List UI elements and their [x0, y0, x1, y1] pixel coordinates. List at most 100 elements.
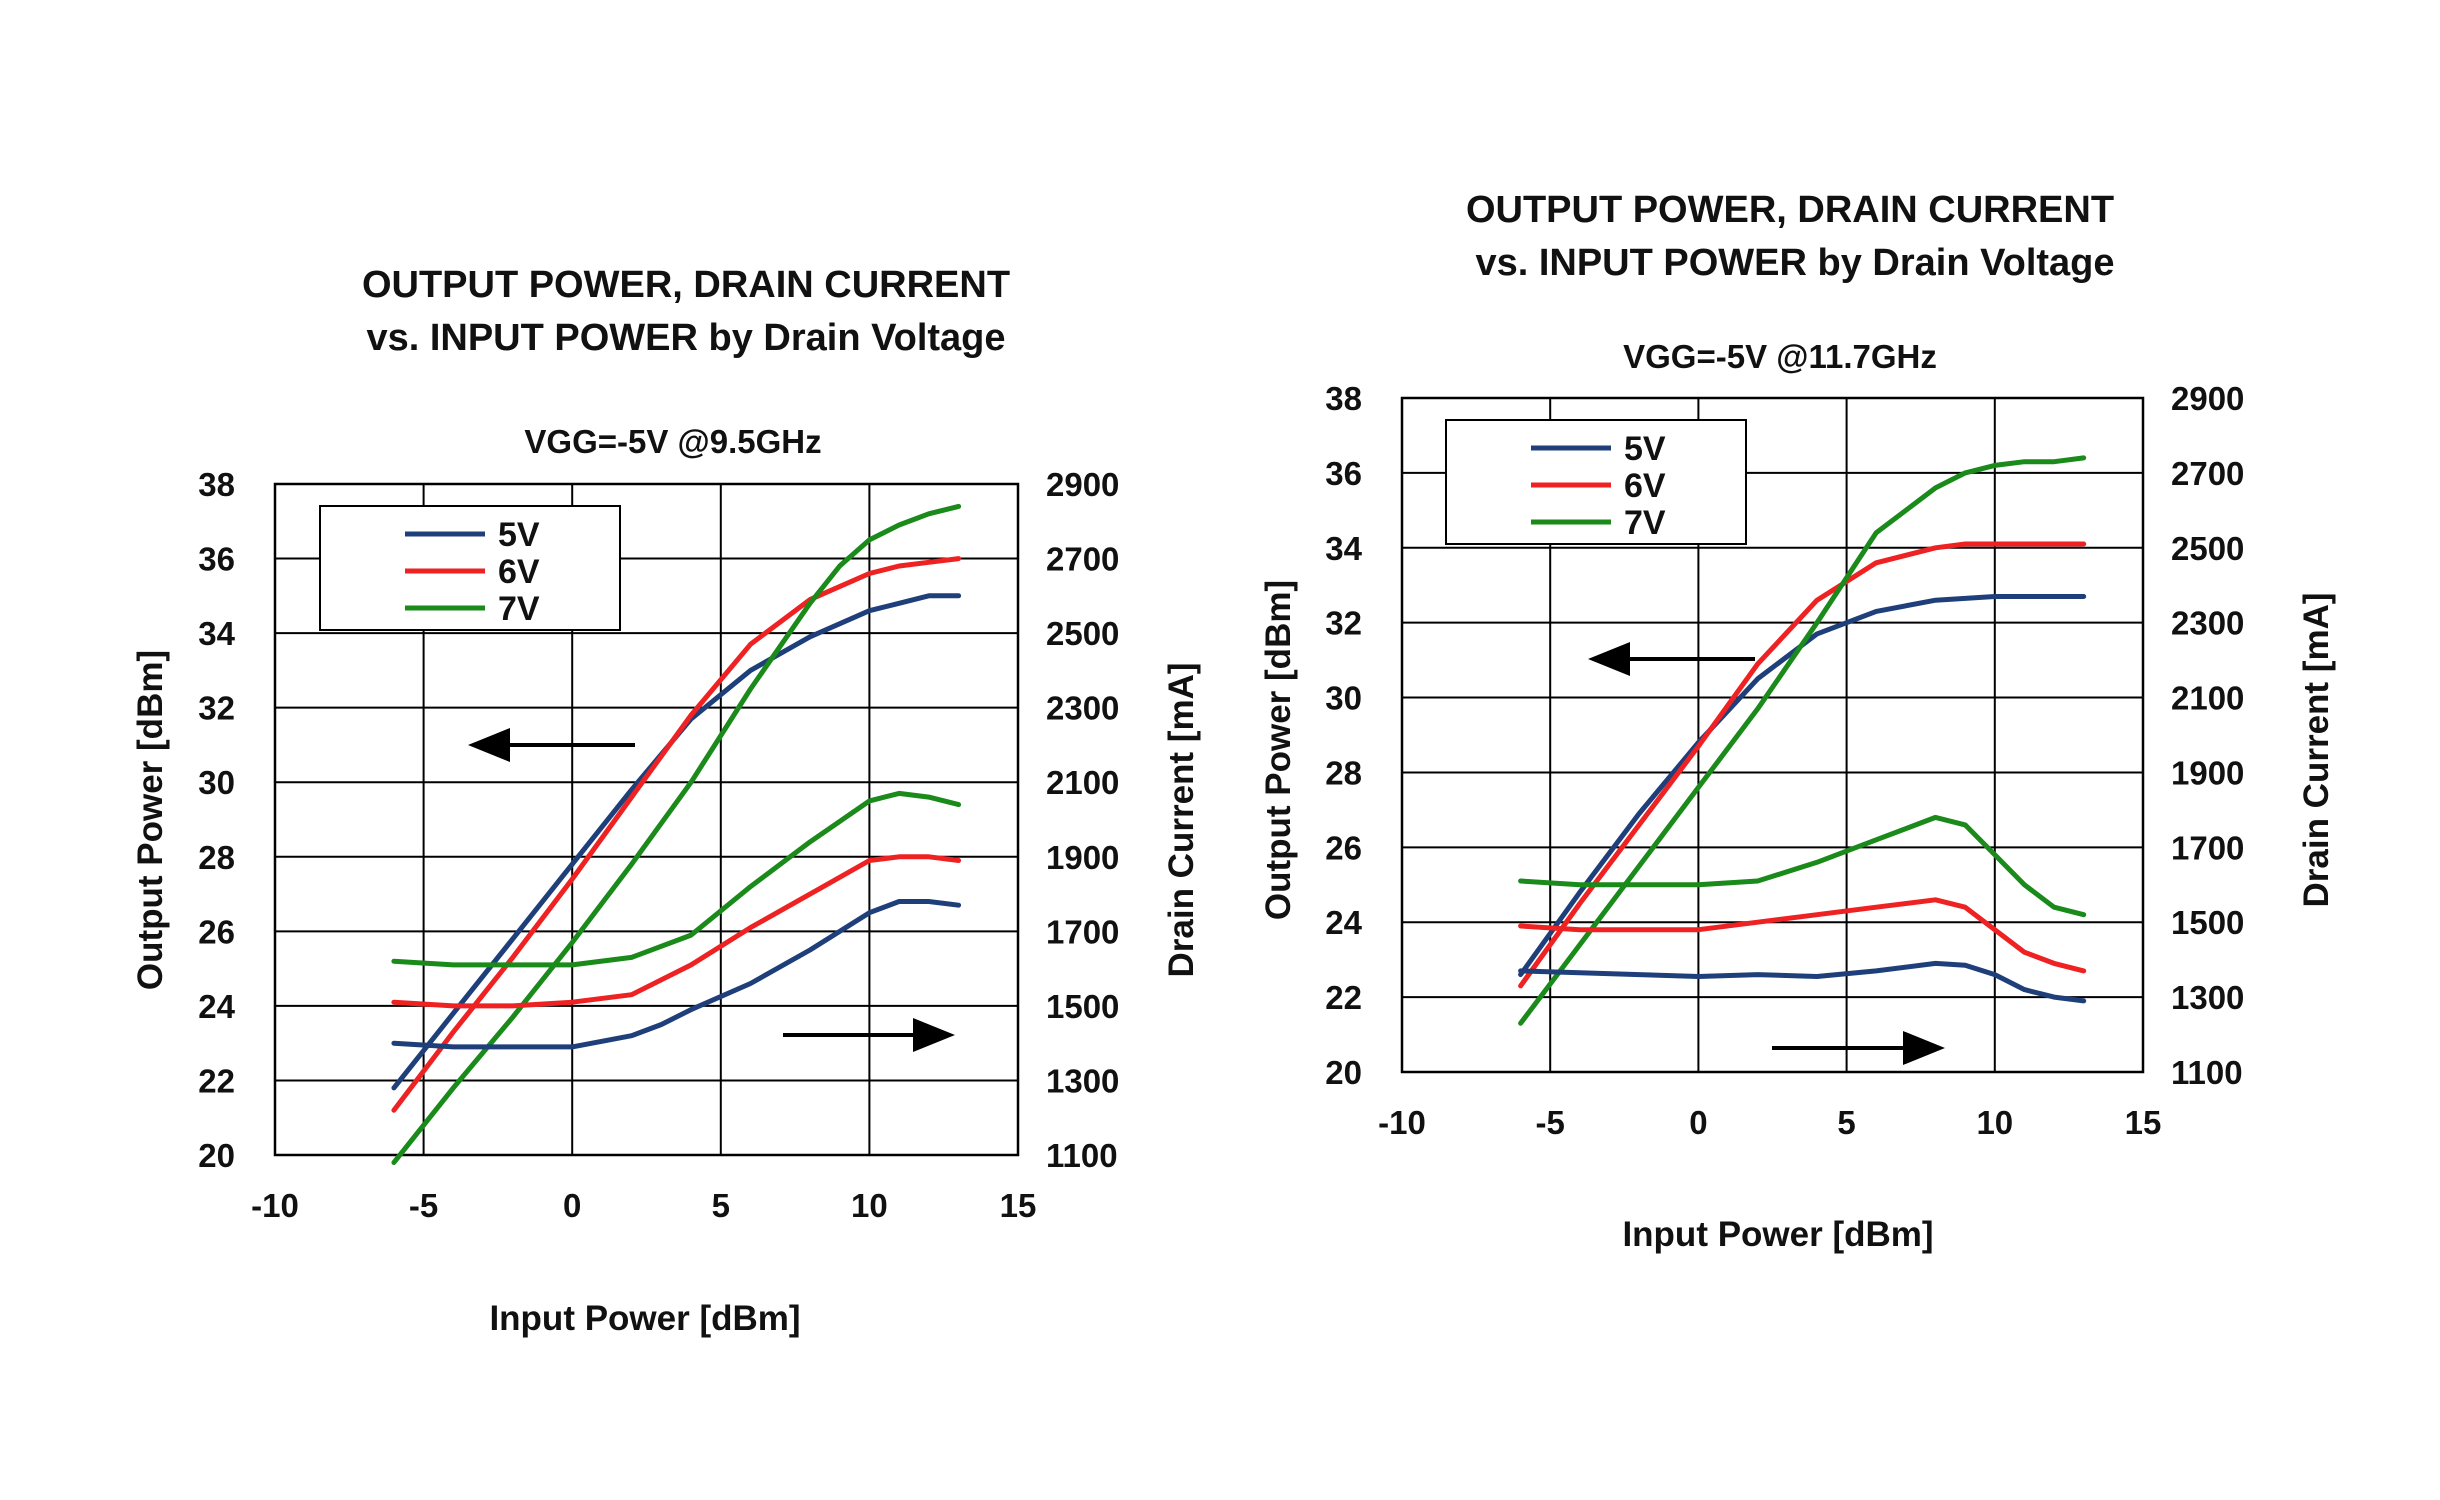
y2-tick-label: 1100	[1046, 1137, 1118, 1174]
arrow-head	[468, 728, 510, 762]
y2-tick-label: 2100	[2171, 680, 2244, 717]
x-tick-label: -10	[1378, 1104, 1426, 1141]
legend-label: 5V	[498, 516, 540, 554]
y2-tick-label: 1900	[1046, 839, 1119, 876]
legend-box	[319, 505, 621, 631]
series-line-6v-power	[1518, 541, 2087, 989]
series-line-6v-power	[391, 556, 962, 1113]
arrow-head	[913, 1018, 955, 1052]
y-tick-label: 38	[198, 466, 235, 503]
x-tick-label: 5	[712, 1187, 730, 1224]
y2-tick-label: 2100	[1046, 764, 1119, 801]
series-line-5v-current	[1518, 960, 2087, 1004]
series-line-7v-power	[391, 503, 962, 1165]
y-tick-label: 30	[1325, 680, 1362, 717]
legend-label: 6V	[498, 553, 540, 591]
y-tick-label: 36	[1325, 455, 1362, 492]
y-tick-label: 26	[198, 913, 235, 950]
legend-label: 6V	[1624, 467, 1666, 505]
y2-tick-label: 2300	[2171, 605, 2244, 642]
chart-right: OUTPUT POWER, DRAIN CURRENT vs. INPUT PO…	[1259, 189, 2336, 1254]
y-tick-label: 38	[1325, 380, 1362, 417]
arrow-head	[1903, 1031, 1945, 1065]
y2-tick-label: 2700	[2171, 455, 2244, 492]
x-axis-label: Input Power [dBm]	[1622, 1215, 1933, 1254]
arrow-right-icon	[1772, 1031, 1945, 1065]
y2-tick-label: 1100	[2171, 1054, 2243, 1091]
x-tick-label: 5	[1837, 1104, 1855, 1141]
chart-title: OUTPUT POWER, DRAIN CURRENT	[1466, 189, 2114, 231]
arrow-head	[1588, 642, 1630, 676]
x-tick-label: 10	[1976, 1104, 2013, 1141]
y-tick-label: 32	[198, 690, 235, 727]
y-axis-label: Output Power [dBm]	[131, 650, 170, 990]
x-tick-label: 15	[1000, 1187, 1037, 1224]
legend-label: 7V	[1624, 504, 1666, 542]
series-line-7v-power	[1518, 455, 2087, 1026]
series-line-5v-power	[1518, 594, 2087, 978]
y2-tick-label: 1300	[2171, 979, 2244, 1016]
y-tick-label: 22	[1325, 979, 1362, 1016]
plot-frame	[273, 482, 1020, 1157]
chart-title: OUTPUT POWER, DRAIN CURRENT	[362, 264, 1010, 306]
series-line-5v-power	[391, 593, 962, 1091]
y-tick-label: 34	[1325, 530, 1362, 567]
series-line-7v-current	[1518, 814, 2087, 918]
series-line-7v-current	[391, 790, 962, 968]
y-tick-label: 30	[198, 764, 235, 801]
x-tick-label: -10	[251, 1187, 299, 1224]
y2-tick-label: 1300	[1046, 1062, 1119, 1099]
y2-tick-label: 2700	[1046, 541, 1119, 578]
y-tick-label: 28	[1325, 754, 1362, 791]
grid	[1401, 397, 2144, 1073]
plot-frame	[1400, 396, 2145, 1074]
x-tick-label: 15	[2125, 1104, 2162, 1141]
y2-tick-label: 2900	[2171, 380, 2244, 417]
series-line-6v-current	[391, 854, 962, 1009]
legend-label: 7V	[498, 590, 540, 628]
y2-tick-label: 1500	[2171, 904, 2244, 941]
y-tick-label: 24	[198, 988, 235, 1025]
y-tick-label: 24	[1325, 904, 1362, 941]
arrow-right-icon	[783, 1018, 955, 1052]
y-tick-label: 26	[1325, 829, 1362, 866]
x-tick-label: 10	[851, 1187, 888, 1224]
chart-condition: VGG=-5V @11.7GHz	[1623, 338, 1937, 375]
y-tick-label: 36	[198, 541, 235, 578]
x-tick-label: -5	[1536, 1104, 1565, 1141]
arrow-left-icon	[1588, 642, 1755, 676]
arrow-left-icon	[468, 728, 635, 762]
series-line-5v-current	[391, 899, 962, 1050]
y2-axis-label: Drain Current [mA]	[1162, 662, 1201, 977]
x-axis-label: Input Power [dBm]	[489, 1299, 800, 1338]
y2-tick-label: 1900	[2171, 754, 2244, 791]
y-tick-label: 34	[198, 615, 235, 652]
chart-condition: VGG=-5V @9.5GHz	[524, 423, 821, 460]
y-tick-label: 32	[1325, 605, 1362, 642]
chart-subtitle: vs. INPUT POWER by Drain Voltage	[366, 317, 1005, 359]
legend-box	[1445, 419, 1747, 545]
chart-subtitle: vs. INPUT POWER by Drain Voltage	[1475, 242, 2114, 284]
x-tick-label: 0	[1689, 1104, 1707, 1141]
series-line-6v-current	[1518, 897, 2087, 974]
legend-label: 5V	[1624, 430, 1666, 468]
y-axis-label: Output Power [dBm]	[1259, 580, 1298, 920]
y-tick-label: 20	[1325, 1054, 1362, 1091]
y-tick-label: 20	[198, 1137, 235, 1174]
y2-axis-label: Drain Current [mA]	[2297, 592, 2336, 907]
y2-tick-label: 1700	[1046, 913, 1119, 950]
y-tick-label: 22	[198, 1062, 235, 1099]
y-tick-label: 28	[198, 839, 235, 876]
y2-tick-label: 2500	[1046, 615, 1119, 652]
x-tick-label: -5	[409, 1187, 438, 1224]
y2-tick-label: 1700	[2171, 829, 2244, 866]
chart-left: OUTPUT POWER, DRAIN CURRENT vs. INPUT PO…	[131, 264, 1201, 1338]
y2-tick-label: 2300	[1046, 690, 1119, 727]
y2-tick-label: 2900	[1046, 466, 1119, 503]
y2-tick-label: 1500	[1046, 988, 1119, 1025]
y2-tick-label: 2500	[2171, 530, 2244, 567]
x-tick-label: 0	[563, 1187, 581, 1224]
